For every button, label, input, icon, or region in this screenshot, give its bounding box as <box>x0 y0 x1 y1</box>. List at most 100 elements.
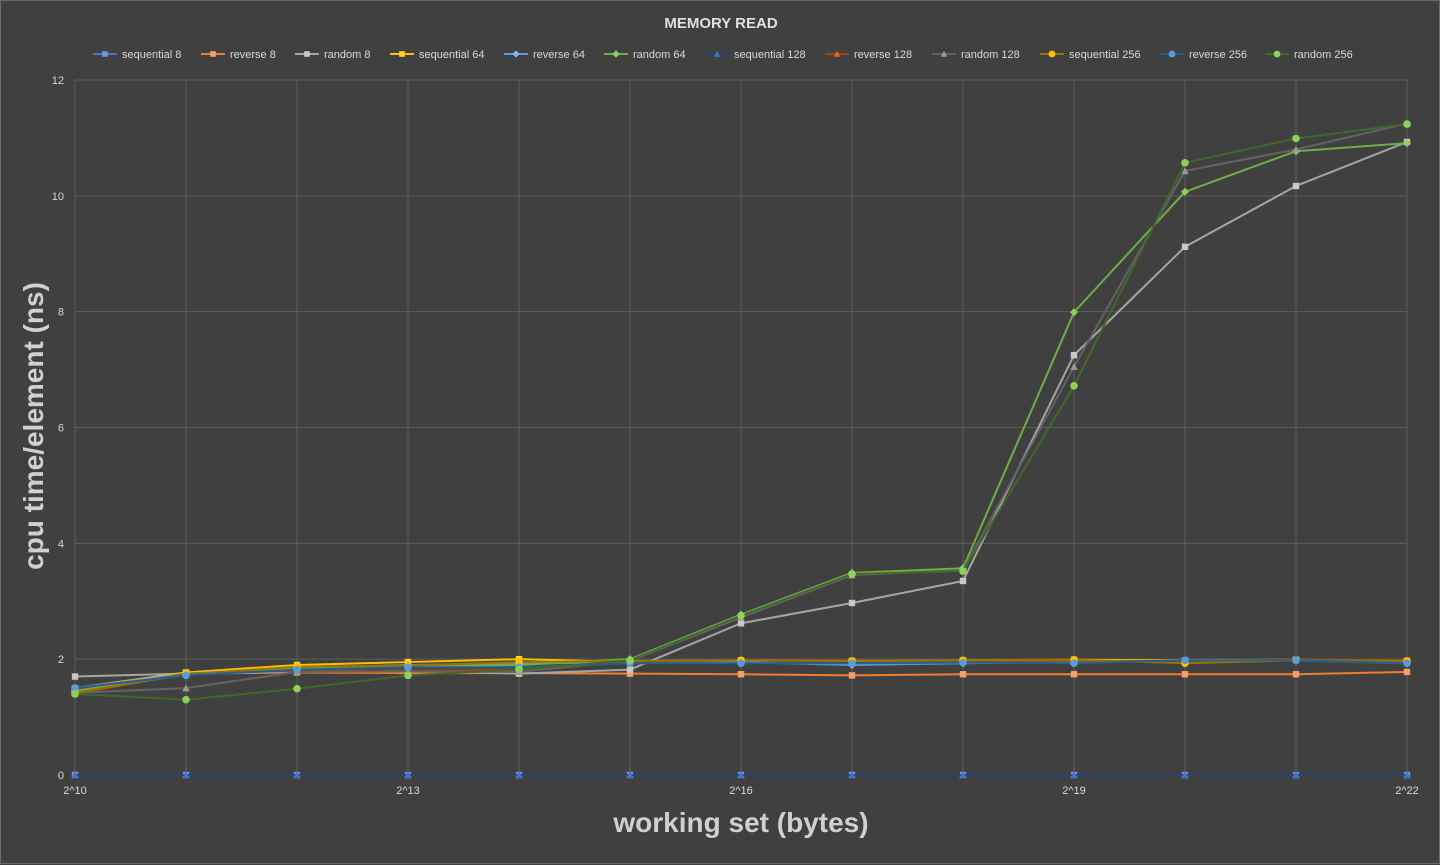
point-sequential-128-8 <box>959 771 967 779</box>
point-sequential-256-4 <box>515 658 523 666</box>
y-tick-label-2: 2 <box>58 654 64 666</box>
point-reverse-8-9 <box>1070 671 1078 678</box>
point-random-256-8 <box>959 567 967 575</box>
legend-item-random-256: random 256 <box>1265 49 1353 61</box>
point-reverse-256-6 <box>737 659 745 668</box>
point-sequential-128-6 <box>737 771 745 779</box>
legend-label: sequential 128 <box>734 49 806 61</box>
point-random-64-10 <box>1181 187 1189 196</box>
point-random-8-5 <box>626 666 634 673</box>
legend-item-reverse-64: reverse 64 <box>504 49 585 61</box>
x-axis-ticks: 2^10 2^13 2^16 2^19 2^22 <box>63 785 1419 797</box>
point-reverse-256-0 <box>71 684 79 692</box>
point-random-8-10 <box>1181 243 1189 250</box>
x-tick-label-2-19: 2^19 <box>1062 785 1086 797</box>
point-reverse-256-1 <box>182 671 190 680</box>
y-axis-ticks: 0 2 4 6 8 10 12 <box>52 75 64 782</box>
y-tick-label-6: 6 <box>58 423 64 435</box>
point-reverse-256-12 <box>1403 659 1411 668</box>
legend-swatch-marker <box>1048 50 1056 58</box>
point-random-8-9 <box>1070 351 1078 359</box>
point-random-128-1 <box>182 684 190 692</box>
point-random-256-6 <box>737 611 745 620</box>
legend-item-reverse-128: reverse 128 <box>825 49 912 61</box>
series-sequential-128 <box>71 771 1411 779</box>
legend-label: sequential 8 <box>122 49 181 61</box>
legend-label: sequential 256 <box>1069 49 1141 61</box>
point-reverse-8-10 <box>1181 671 1189 678</box>
point-random-256-4 <box>515 665 523 674</box>
legend-swatch-marker <box>1273 50 1281 58</box>
point-random-256-10 <box>1181 159 1189 167</box>
point-reverse-256-7 <box>848 659 856 668</box>
point-sequential-128-0 <box>71 771 79 779</box>
legend-item-sequential-256: sequential 256 <box>1040 49 1141 61</box>
series-layer <box>71 119 1411 779</box>
legend-item-reverse-8: reverse 8 <box>201 49 276 61</box>
point-reverse-8-5 <box>626 670 634 677</box>
point-sequential-128-1 <box>182 771 190 779</box>
point-random-64-9 <box>1070 308 1078 317</box>
legend-swatch-marker <box>940 50 948 57</box>
legend-swatch-marker <box>102 51 108 57</box>
point-random-256-5 <box>626 656 634 665</box>
y-axis-title: cpu time/element (ns) <box>18 282 49 570</box>
point-sequential-128-10 <box>1181 771 1189 779</box>
y-tick-label-4: 4 <box>58 538 64 550</box>
point-reverse-256-8 <box>959 658 967 667</box>
y-tick-label-0: 0 <box>58 770 64 782</box>
x-axis-title: working set (bytes) <box>612 807 868 838</box>
point-random-64-12 <box>1403 139 1411 148</box>
point-random-256-12 <box>1403 120 1411 128</box>
point-reverse-256-3 <box>404 663 412 672</box>
point-reverse-256-9 <box>1070 659 1078 668</box>
point-random-8-0 <box>71 673 79 680</box>
legend-swatch-marker <box>304 51 310 57</box>
x-tick-label-2-10: 2^10 <box>63 785 87 797</box>
legend-label: random 8 <box>324 49 370 61</box>
point-random-8-11 <box>1292 182 1300 190</box>
series-random-256 <box>71 120 1411 704</box>
point-random-256-7 <box>848 570 856 578</box>
legend-swatch-marker <box>1168 50 1176 58</box>
legend-label: random 256 <box>1294 49 1353 61</box>
legend-label: sequential 64 <box>419 49 484 61</box>
legend-label: reverse 128 <box>854 49 912 61</box>
legend-item-random-8: random 8 <box>295 49 370 61</box>
legend-label: reverse 256 <box>1189 49 1247 61</box>
point-random-256-9 <box>1070 382 1078 390</box>
point-random-256-1 <box>182 695 190 704</box>
legend-item-sequential-64: sequential 64 <box>390 49 484 61</box>
x-tick-label-2-13: 2^13 <box>396 785 420 797</box>
legend-item-sequential-8: sequential 8 <box>93 49 181 61</box>
point-random-128-10 <box>1181 167 1189 175</box>
point-reverse-8-7 <box>848 672 856 679</box>
point-sequential-128-2 <box>293 771 301 779</box>
point-random-8-7 <box>848 599 856 607</box>
point-random-8-8 <box>959 577 967 585</box>
legend-swatch-marker <box>612 50 620 58</box>
point-random-256-0 <box>71 690 79 698</box>
point-random-256-3 <box>404 671 412 680</box>
legend-item-random-128: random 128 <box>932 49 1020 61</box>
legend: sequential 8 reverse 8 random 8 sequential … <box>93 49 1353 61</box>
legend-swatch-marker <box>713 50 721 57</box>
point-reverse-256-2 <box>293 665 301 674</box>
point-reverse-8-12 <box>1403 668 1411 676</box>
legend-label: reverse 8 <box>230 49 276 61</box>
legend-label: random 64 <box>633 49 686 61</box>
y-tick-label-8: 8 <box>58 307 64 319</box>
point-sequential-128-11 <box>1292 771 1300 779</box>
y-tick-label-12: 12 <box>52 75 64 87</box>
legend-swatch-marker <box>399 51 405 57</box>
legend-item-sequential-128: sequential 128 <box>705 49 806 61</box>
point-random-256-11 <box>1292 134 1300 143</box>
point-random-128-9 <box>1070 362 1078 370</box>
legend-swatch-marker <box>512 50 520 58</box>
point-reverse-8-8 <box>959 671 967 678</box>
point-sequential-128-9 <box>1070 771 1078 779</box>
point-random-8-6 <box>737 620 745 627</box>
point-reverse-8-11 <box>1292 671 1300 678</box>
